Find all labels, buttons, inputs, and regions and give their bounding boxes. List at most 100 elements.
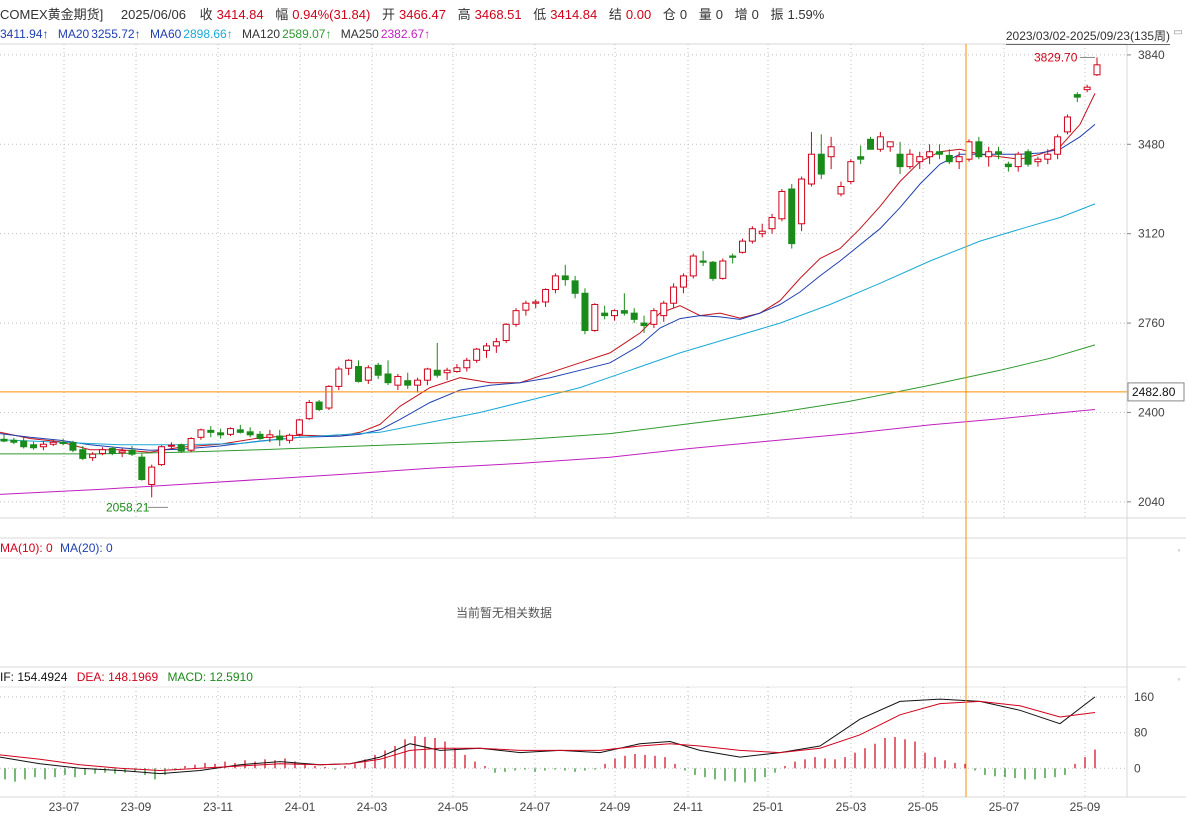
candle-body (758, 230, 766, 235)
candle (325, 385, 333, 410)
max-price-label: 3829.70 (1034, 50, 1078, 64)
candle-body (20, 440, 28, 448)
candle-body (807, 153, 815, 185)
candle-body (611, 310, 619, 317)
settle-label: 结 (608, 7, 622, 22)
candle-body (532, 301, 540, 304)
candle-body (660, 302, 668, 317)
candle-body (512, 310, 520, 325)
candle-body (246, 431, 254, 436)
candle-body (867, 138, 875, 150)
candle (719, 258, 727, 280)
candle (788, 184, 796, 249)
candle-body (473, 348, 481, 361)
candle (768, 213, 776, 234)
candle-body (49, 441, 57, 445)
candle-body (266, 434, 274, 438)
x-tick-label: 25-07 (989, 800, 1020, 814)
candle (1024, 149, 1032, 167)
candle (817, 134, 825, 180)
candle (995, 146, 1003, 160)
candle-body (581, 292, 589, 332)
candle-body (995, 151, 1003, 155)
candle-body (817, 153, 825, 175)
candle (532, 299, 540, 309)
candle-body (876, 136, 884, 150)
volume-panel-menu-icon[interactable]: ◦ (1177, 545, 1181, 555)
volume-ma20-label: MA(20): 0 (60, 541, 113, 555)
candle-body (640, 322, 648, 327)
macd-panel-menu-icon[interactable]: ◦ (1177, 674, 1181, 684)
candle (482, 342, 490, 358)
inc-label: 增 (734, 7, 748, 22)
candle-body (729, 255, 737, 258)
candle-body (1063, 116, 1071, 133)
candle (423, 367, 431, 386)
candle-body (1073, 94, 1081, 98)
candle-body (443, 369, 451, 374)
moving-average-lines (0, 93, 1096, 495)
candle (827, 136, 835, 170)
collapse-icon[interactable]: ▭ (1173, 27, 1183, 38)
y-tick-label: 2760 (1138, 316, 1165, 330)
candle (443, 367, 451, 381)
candle (955, 151, 963, 170)
candle (492, 337, 500, 353)
candle (463, 357, 471, 372)
candle (857, 145, 865, 165)
candle-body (857, 156, 865, 160)
candle (620, 293, 628, 316)
candle-body (108, 447, 116, 454)
x-tick-label: 24-01 (285, 800, 316, 814)
x-tick-label: 23-07 (49, 800, 80, 814)
candle-body (30, 444, 38, 449)
candle (591, 303, 599, 332)
candle (837, 181, 845, 197)
candle-body (591, 303, 599, 332)
date-range-label[interactable]: 2023/03/02-2025/09/23(135周) (1005, 29, 1170, 45)
candle-body (1083, 86, 1091, 91)
candle-body (226, 428, 234, 435)
candle-body (502, 323, 510, 341)
candle (739, 238, 747, 254)
candle (847, 159, 855, 185)
candle-body (492, 341, 500, 347)
candle (1054, 134, 1062, 160)
candle (896, 141, 904, 175)
candle (98, 447, 106, 456)
x-tick-label: 24-05 (438, 800, 469, 814)
candle-body (148, 466, 156, 485)
ma250-label: MA250 (340, 27, 379, 41)
candle-body (374, 364, 382, 376)
candle (374, 362, 382, 379)
candle-body (847, 161, 855, 183)
macd-y-tick-label: 160 (1134, 690, 1154, 704)
high-label: 高 (457, 7, 471, 22)
candle (286, 433, 294, 444)
ma250-line (0, 409, 1096, 495)
symbol-name: COMEX黄金期货] (0, 7, 104, 22)
candle-body (1093, 64, 1101, 76)
crosshair-price-box (1127, 382, 1185, 402)
candle-body (896, 153, 904, 168)
candle (266, 429, 274, 443)
inc-value: 0 (751, 7, 759, 22)
candle (975, 136, 983, 160)
candle-body (138, 456, 146, 481)
candle (69, 440, 77, 453)
ma20-value: 3255.72↑ (91, 27, 141, 41)
change-label: 幅 (275, 7, 289, 22)
candle-body (1034, 158, 1042, 163)
candle (364, 365, 372, 384)
min-price-label: 2058.21 (106, 500, 150, 514)
macd-y-tick-label: 80 (1134, 726, 1148, 740)
candle-body (10, 439, 18, 443)
vol-label: 量 (698, 7, 712, 22)
ma20-line (0, 124, 1096, 451)
candle (798, 176, 806, 232)
candle-body (433, 369, 441, 376)
ma20-label: MA20 (57, 27, 90, 41)
y-tick-label: 2040 (1138, 495, 1165, 509)
y-tick-label: 3120 (1138, 227, 1165, 241)
